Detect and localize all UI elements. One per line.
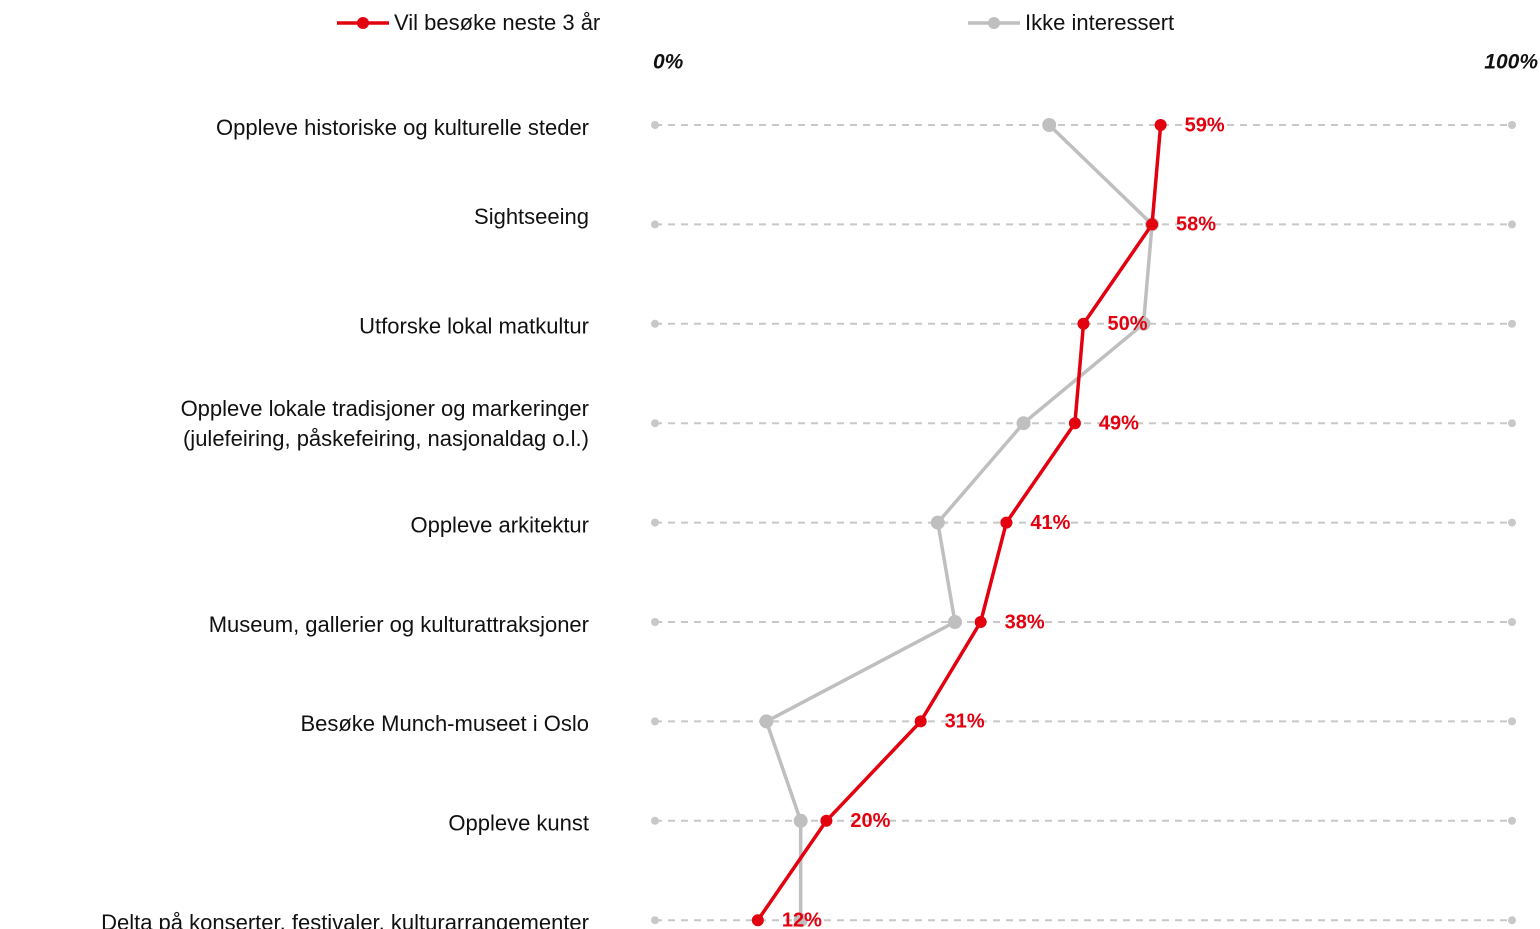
row-end-dot — [1508, 121, 1516, 129]
value-label: 49% — [1099, 412, 1139, 434]
category-label: Oppleve arkitektur — [410, 512, 589, 537]
category-label: Oppleve lokale tradisjoner og markeringe… — [181, 396, 589, 451]
x-tick-label: 100% — [1484, 51, 1538, 74]
legend-label: Ikke interessert — [1025, 10, 1174, 35]
category-label: Delta på konserter, festivaler, kulturar… — [101, 910, 589, 929]
data-point — [914, 715, 927, 728]
row-end-dot — [1508, 816, 1516, 825]
category-label-line: (julefeiring, påskefeiring, nasjonaldag … — [183, 426, 589, 451]
row-end-dot — [1508, 419, 1516, 428]
row-end-dot — [1508, 717, 1516, 726]
row-end-dot — [1508, 518, 1516, 527]
x-tick-label: 0% — [653, 51, 684, 74]
data-point — [1146, 218, 1159, 231]
row-end-dot — [1508, 618, 1516, 626]
data-point — [1154, 119, 1167, 131]
row-end-dot — [651, 220, 659, 229]
row-end-dot — [651, 618, 659, 626]
legend-marker — [357, 17, 369, 29]
data-point — [1016, 416, 1031, 431]
row-end-dot — [651, 816, 659, 825]
row-end-dot — [651, 916, 659, 925]
value-label: 41% — [1030, 512, 1070, 534]
value-label: 59% — [1185, 114, 1225, 136]
row-end-dot — [651, 717, 659, 726]
category-label-line: Oppleve lokale tradisjoner og markeringe… — [181, 396, 589, 421]
data-point — [947, 615, 962, 629]
value-label: 12% — [782, 909, 822, 929]
data-point — [793, 913, 808, 928]
row-end-dot — [651, 121, 659, 129]
row-end-dot — [651, 518, 659, 527]
data-point — [1000, 516, 1013, 529]
category-label: Sightseeing — [474, 204, 589, 229]
row-end-dot — [651, 319, 659, 328]
data-point — [820, 814, 833, 827]
legend-label: Vil besøke neste 3 år — [394, 10, 600, 35]
data-point — [974, 616, 987, 628]
row-end-dot — [651, 419, 659, 428]
data-point — [1042, 118, 1057, 132]
category-label: Utforske lokal matkultur — [359, 314, 589, 339]
value-label: 38% — [1005, 611, 1045, 633]
value-label: 31% — [945, 711, 985, 733]
category-label: Oppleve kunst — [448, 811, 589, 836]
value-label: 20% — [850, 810, 890, 832]
data-point — [930, 515, 945, 530]
data-point — [1136, 316, 1151, 331]
row-end-dot — [1508, 220, 1516, 229]
row-end-dot — [1508, 916, 1516, 925]
data-point — [793, 813, 808, 828]
data-point — [1068, 417, 1081, 430]
legend-marker — [988, 17, 1000, 29]
category-label: Besøke Munch-museet i Oslo — [300, 711, 589, 736]
value-label: 50% — [1108, 313, 1148, 335]
data-point — [1077, 317, 1090, 330]
value-label: 58% — [1176, 214, 1216, 236]
row-end-dot — [1508, 319, 1516, 328]
category-label: Oppleve historiske og kulturelle steder — [216, 115, 589, 140]
data-point — [751, 914, 764, 927]
data-point — [759, 714, 774, 729]
category-label: Museum, gallerier og kulturattraksjoner — [209, 612, 589, 637]
